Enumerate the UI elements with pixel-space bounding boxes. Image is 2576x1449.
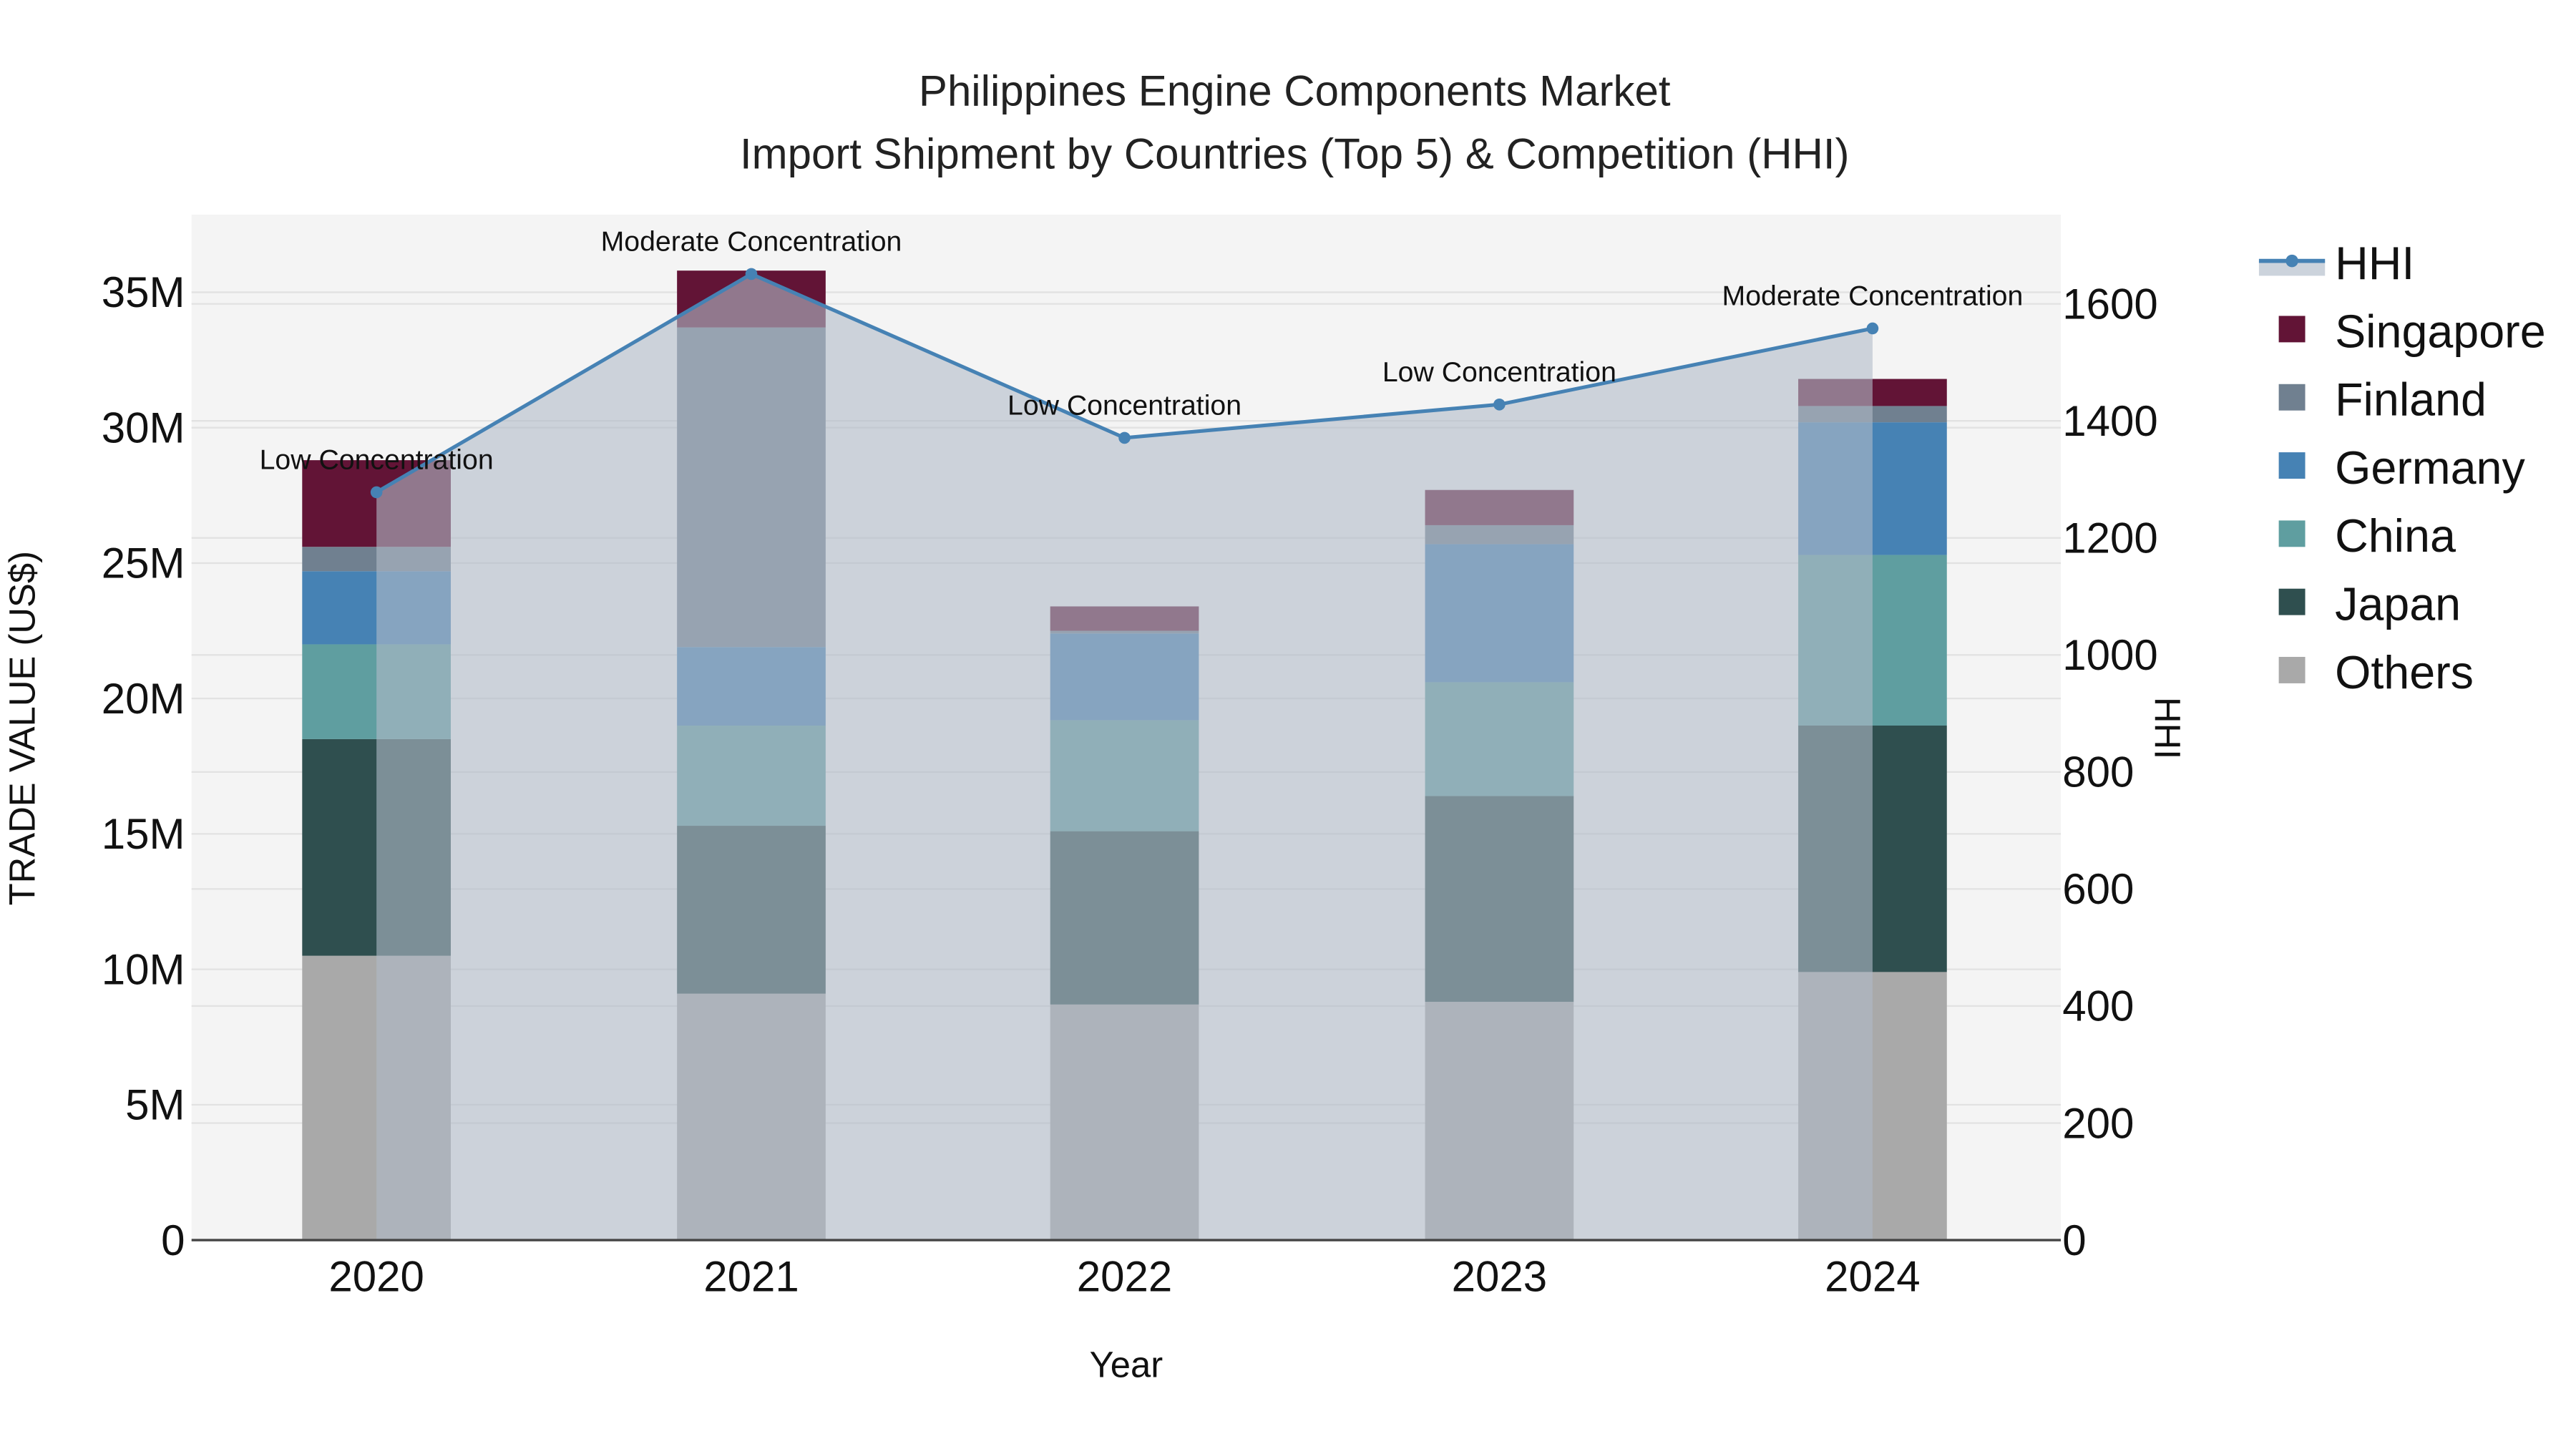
y-right-tick-label: 800 (2062, 748, 2134, 796)
annotation-label: Moderate Concentration (1722, 280, 2024, 312)
hhi-point (370, 486, 383, 499)
y-right-tick-label: 600 (2062, 865, 2134, 913)
legend-color-swatch (2278, 384, 2306, 411)
legend-label: Japan (2335, 579, 2461, 630)
hhi-point (1118, 431, 1131, 444)
legend-color-swatch (2278, 316, 2306, 343)
legend-label: HHI (2335, 238, 2414, 289)
legend-label: China (2335, 510, 2456, 562)
legend-color-swatch (2278, 588, 2306, 615)
legend-item-germany[interactable]: Germany (2278, 442, 2526, 494)
y-left-tick-label: 35M (102, 268, 185, 316)
hhi-point (745, 268, 758, 280)
legend-color-swatch (2278, 452, 2306, 479)
legend-color-swatch (2278, 520, 2306, 547)
annotation-label: Low Concentration (260, 444, 494, 476)
x-tick-label: 2024 (1825, 1253, 1920, 1301)
legend-item-finland[interactable]: Finland (2278, 374, 2487, 426)
annotation-label: Low Concentration (1382, 356, 1616, 388)
legend-item-china[interactable]: China (2278, 510, 2456, 562)
chart-title-line1: Philippines Engine Components Market (919, 67, 1671, 115)
annotations: Low Concentration Moderate Concentration L… (260, 226, 2024, 476)
annotation-label: Low Concentration (1008, 390, 1241, 421)
y-right-axis-title: HHI (2147, 697, 2188, 759)
y-left-axis-title: TRADE VALUE (US$) (1, 551, 42, 905)
hhi-point (1493, 398, 1506, 411)
x-axis-title: Year (1090, 1345, 1163, 1385)
x-tick-label: 2023 (1452, 1253, 1547, 1301)
x-tick-label: 2022 (1077, 1253, 1172, 1301)
hhi-area-fill (376, 273, 1873, 1241)
legend-label: Singapore (2335, 306, 2546, 357)
hhi-point (1866, 322, 1879, 335)
hhi-area (376, 273, 1873, 1241)
y-right-tick-label: 1400 (2062, 397, 2157, 445)
legend-color-swatch (2278, 657, 2306, 683)
y-left-ticks: 0 5M 10M 15M 20M 25M 30M 35M (102, 268, 185, 1264)
y-right-tick-label: 1200 (2062, 514, 2157, 562)
y-left-tick-label: 15M (102, 810, 185, 858)
hhi-line (370, 268, 1879, 499)
legend-item-japan[interactable]: Japan (2278, 579, 2462, 630)
y-left-tick-label: 0 (161, 1216, 185, 1264)
legend-area-swatch (2258, 260, 2326, 276)
y-left-tick-label: 5M (125, 1081, 185, 1129)
legend-label: Finland (2335, 374, 2487, 426)
y-right-tick-label: 0 (2062, 1216, 2086, 1264)
y-right-ticks: 0 200 400 600 800 1000 1200 1400 1600 (2062, 280, 2157, 1264)
y-right-tick-label: 200 (2062, 1099, 2134, 1147)
annotation-label: Moderate Concentration (601, 226, 902, 258)
y-left-tick-label: 30M (102, 404, 185, 452)
x-tick-label: 2021 (703, 1253, 799, 1301)
x-ticks: 2020 2021 2022 2023 2024 (328, 1253, 1920, 1301)
chart-title-line2: Import Shipment by Countries (Top 5) & C… (740, 130, 1850, 177)
y-left-tick-label: 20M (102, 675, 185, 723)
y-right-tick-label: 1000 (2062, 631, 2157, 679)
y-left-tick-label: 10M (102, 945, 185, 993)
legend-item-singapore[interactable]: Singapore (2278, 306, 2546, 357)
legend: HHI Singapore Finland Germany China Japan Othe… (2258, 238, 2546, 698)
y-right-tick-label: 1600 (2062, 280, 2157, 328)
x-tick-label: 2020 (328, 1253, 424, 1301)
y-left-tick-label: 25M (102, 540, 185, 587)
legend-item-others[interactable]: Others (2278, 647, 2474, 698)
legend-label: Others (2335, 647, 2474, 698)
legend-label: Germany (2335, 442, 2525, 494)
y-right-tick-label: 400 (2062, 982, 2134, 1030)
legend-marker-icon (2285, 254, 2298, 268)
legend-item-hhi[interactable]: HHI (2258, 238, 2414, 289)
